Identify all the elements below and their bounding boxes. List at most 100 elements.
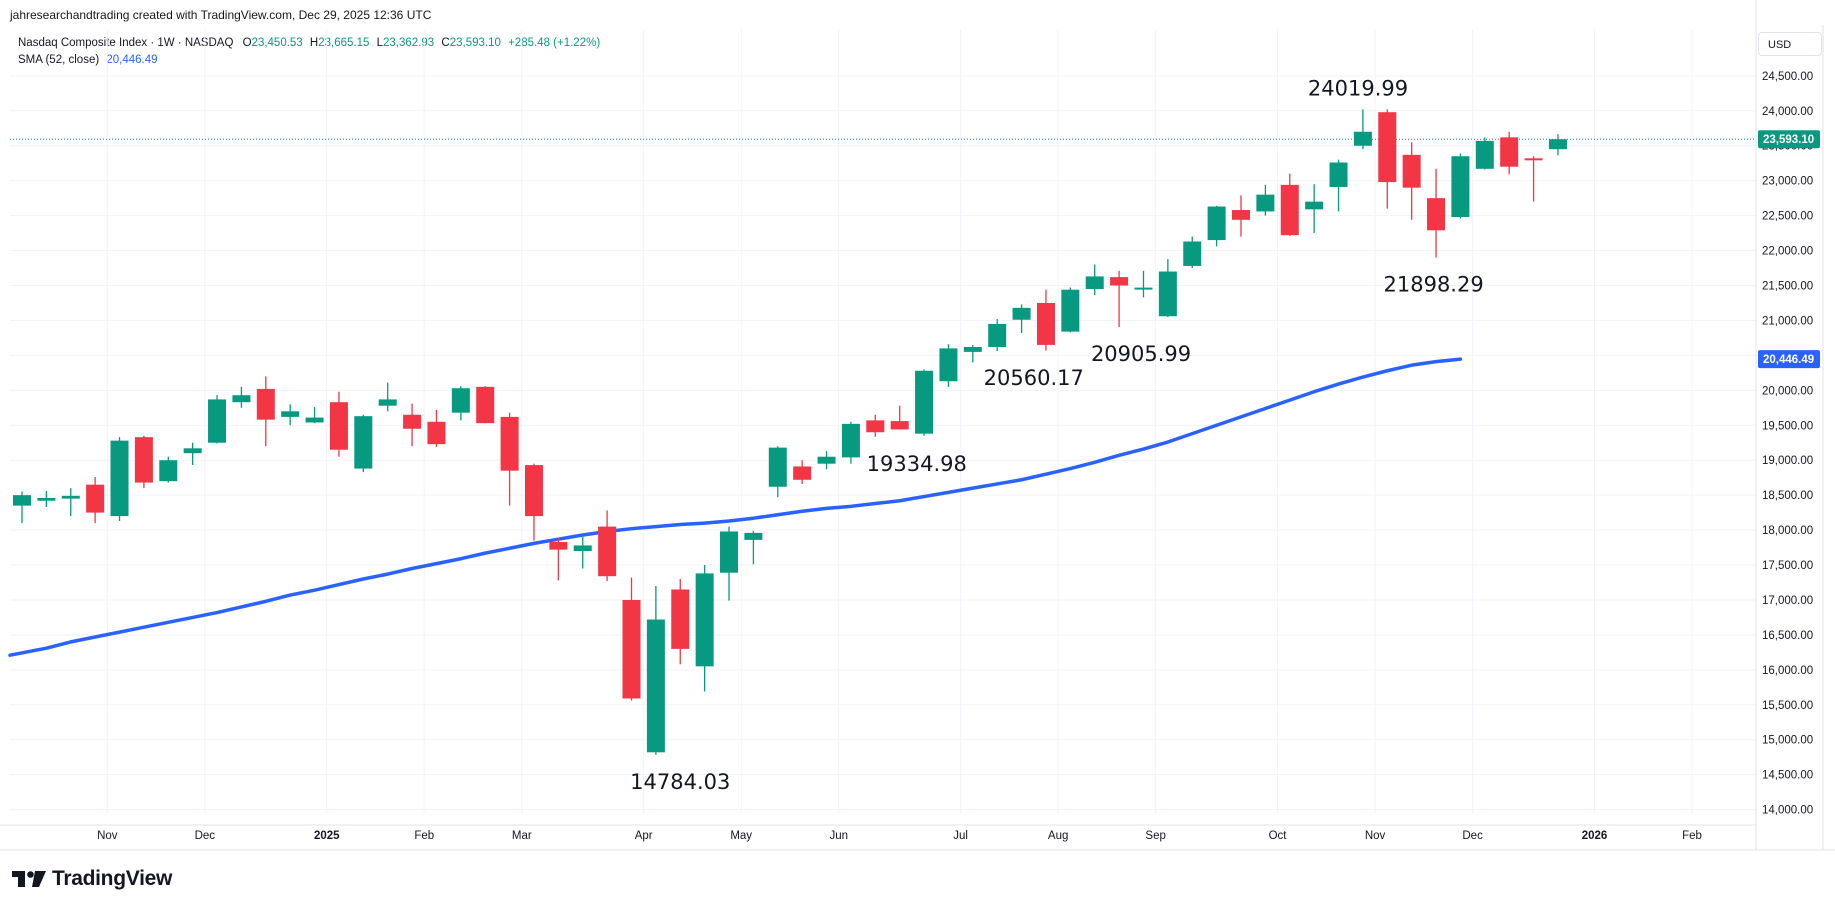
candle-body [890, 421, 909, 430]
candle-body [793, 466, 812, 480]
price-tick-label: 17,000.00 [1762, 595, 1813, 607]
candle [720, 526, 739, 601]
legend-price-row[interactable]: Nasdaq Composite Index · 1W · NASDAQ O23… [18, 35, 600, 52]
tradingview-logo[interactable]: TradingView [12, 867, 172, 891]
candle [1085, 264, 1104, 296]
candle-body [1500, 137, 1519, 167]
candle [37, 490, 56, 508]
candle [378, 382, 397, 412]
low-value: 23,362.93 [383, 37, 435, 49]
candle [1329, 159, 1348, 212]
candle [13, 491, 31, 524]
candle-body [939, 348, 958, 382]
symbol-label[interactable]: Nasdaq Composite Index · 1W · NASDAQ [18, 37, 234, 49]
candle [1280, 173, 1299, 236]
candle [890, 405, 909, 430]
time-tick-label: Nov [97, 830, 118, 842]
time-tick-label: 2025 [314, 830, 340, 842]
candles-group [13, 109, 1567, 755]
price-tick-label: 22,000.00 [1762, 246, 1813, 258]
candle-body [1524, 158, 1543, 161]
price-tick-label: 15,500.00 [1762, 700, 1813, 712]
grid-lines [0, 0, 1835, 851]
candle-body [451, 388, 470, 413]
candle-body [1036, 302, 1055, 345]
candle-body [866, 420, 885, 433]
price-tick-label: 24,000.00 [1762, 106, 1813, 118]
candle [963, 344, 982, 363]
candle [793, 460, 812, 484]
candle-body [1475, 140, 1494, 169]
candle [1110, 270, 1129, 328]
candle-body [329, 402, 348, 450]
candle-body [1451, 156, 1470, 218]
candle [598, 510, 617, 582]
candle [183, 442, 202, 466]
candle-body [1353, 131, 1372, 146]
price-tick-label: 23,000.00 [1762, 176, 1813, 188]
candle [1232, 195, 1250, 237]
price-tick-label: 19,500.00 [1762, 420, 1813, 432]
candle [695, 565, 714, 692]
candle-body [671, 589, 690, 649]
candle-body [305, 417, 324, 423]
price-tick-label: 17,500.00 [1762, 560, 1813, 572]
candle [671, 578, 690, 665]
candle-body [841, 423, 860, 458]
price-tick-label: 18,500.00 [1762, 490, 1813, 502]
currency-button[interactable]: USD [1758, 32, 1822, 56]
sma-label[interactable]: SMA (52, close) [18, 54, 100, 66]
candle-body [963, 346, 982, 352]
candle-body [13, 495, 31, 506]
candle-body [110, 440, 129, 517]
candle-body [354, 416, 373, 469]
candle-body [646, 619, 665, 753]
candle [744, 530, 763, 565]
low-label: L [376, 37, 384, 49]
candle [549, 537, 568, 581]
candle-body [1134, 287, 1153, 290]
time-tick-label: Mar [512, 830, 532, 842]
sma-price-tag: 20,446.49 [1758, 350, 1820, 369]
candle-body [1158, 271, 1177, 317]
candle [1427, 168, 1446, 258]
candle [817, 451, 836, 470]
candle [256, 376, 275, 447]
candle [1548, 134, 1567, 156]
candle-body [988, 323, 1007, 347]
candle-body [598, 526, 617, 577]
candle-body [524, 465, 543, 517]
candle [61, 488, 80, 517]
price-tick-label: 21,500.00 [1762, 281, 1813, 293]
price-tick-label: 18,000.00 [1762, 525, 1813, 537]
candle-body [86, 484, 105, 513]
candle [476, 386, 495, 424]
price-annotation: 24019.99 [1308, 76, 1408, 100]
legend-sma-row[interactable]: SMA (52, close) 20,446.49 [18, 52, 600, 69]
candle-body [232, 395, 251, 403]
time-axis[interactable]: Nov Dec 2025 Feb Mar Apr May Jun Jul Aug Sep Oct Nov… [97, 830, 1702, 842]
price-tick-label: 14,000.00 [1762, 805, 1813, 817]
candle-body [817, 456, 836, 464]
tradingview-logo-text: TradingView [52, 867, 173, 890]
last-price-tag-text: 23,593.10 [1763, 134, 1814, 146]
candle [1134, 270, 1153, 298]
candle [159, 456, 178, 483]
candle [1207, 205, 1226, 247]
candle [939, 344, 958, 387]
candle-body [744, 532, 763, 540]
candle-body [1427, 198, 1446, 231]
candle-body [256, 388, 275, 420]
candle [1378, 109, 1397, 209]
time-tick-label: Feb [414, 830, 434, 842]
candle [208, 395, 227, 444]
change-value: +285.48 (+1.22%) [508, 37, 601, 49]
candle-body [695, 573, 714, 667]
candle [1036, 289, 1055, 351]
candle [232, 386, 251, 408]
candle [1500, 131, 1519, 175]
candle [1183, 236, 1202, 269]
candle [305, 407, 324, 424]
price-axis[interactable]: 14,000.00 14,500.00 15,000.00 15,500.00 16,0… [1758, 71, 1820, 817]
